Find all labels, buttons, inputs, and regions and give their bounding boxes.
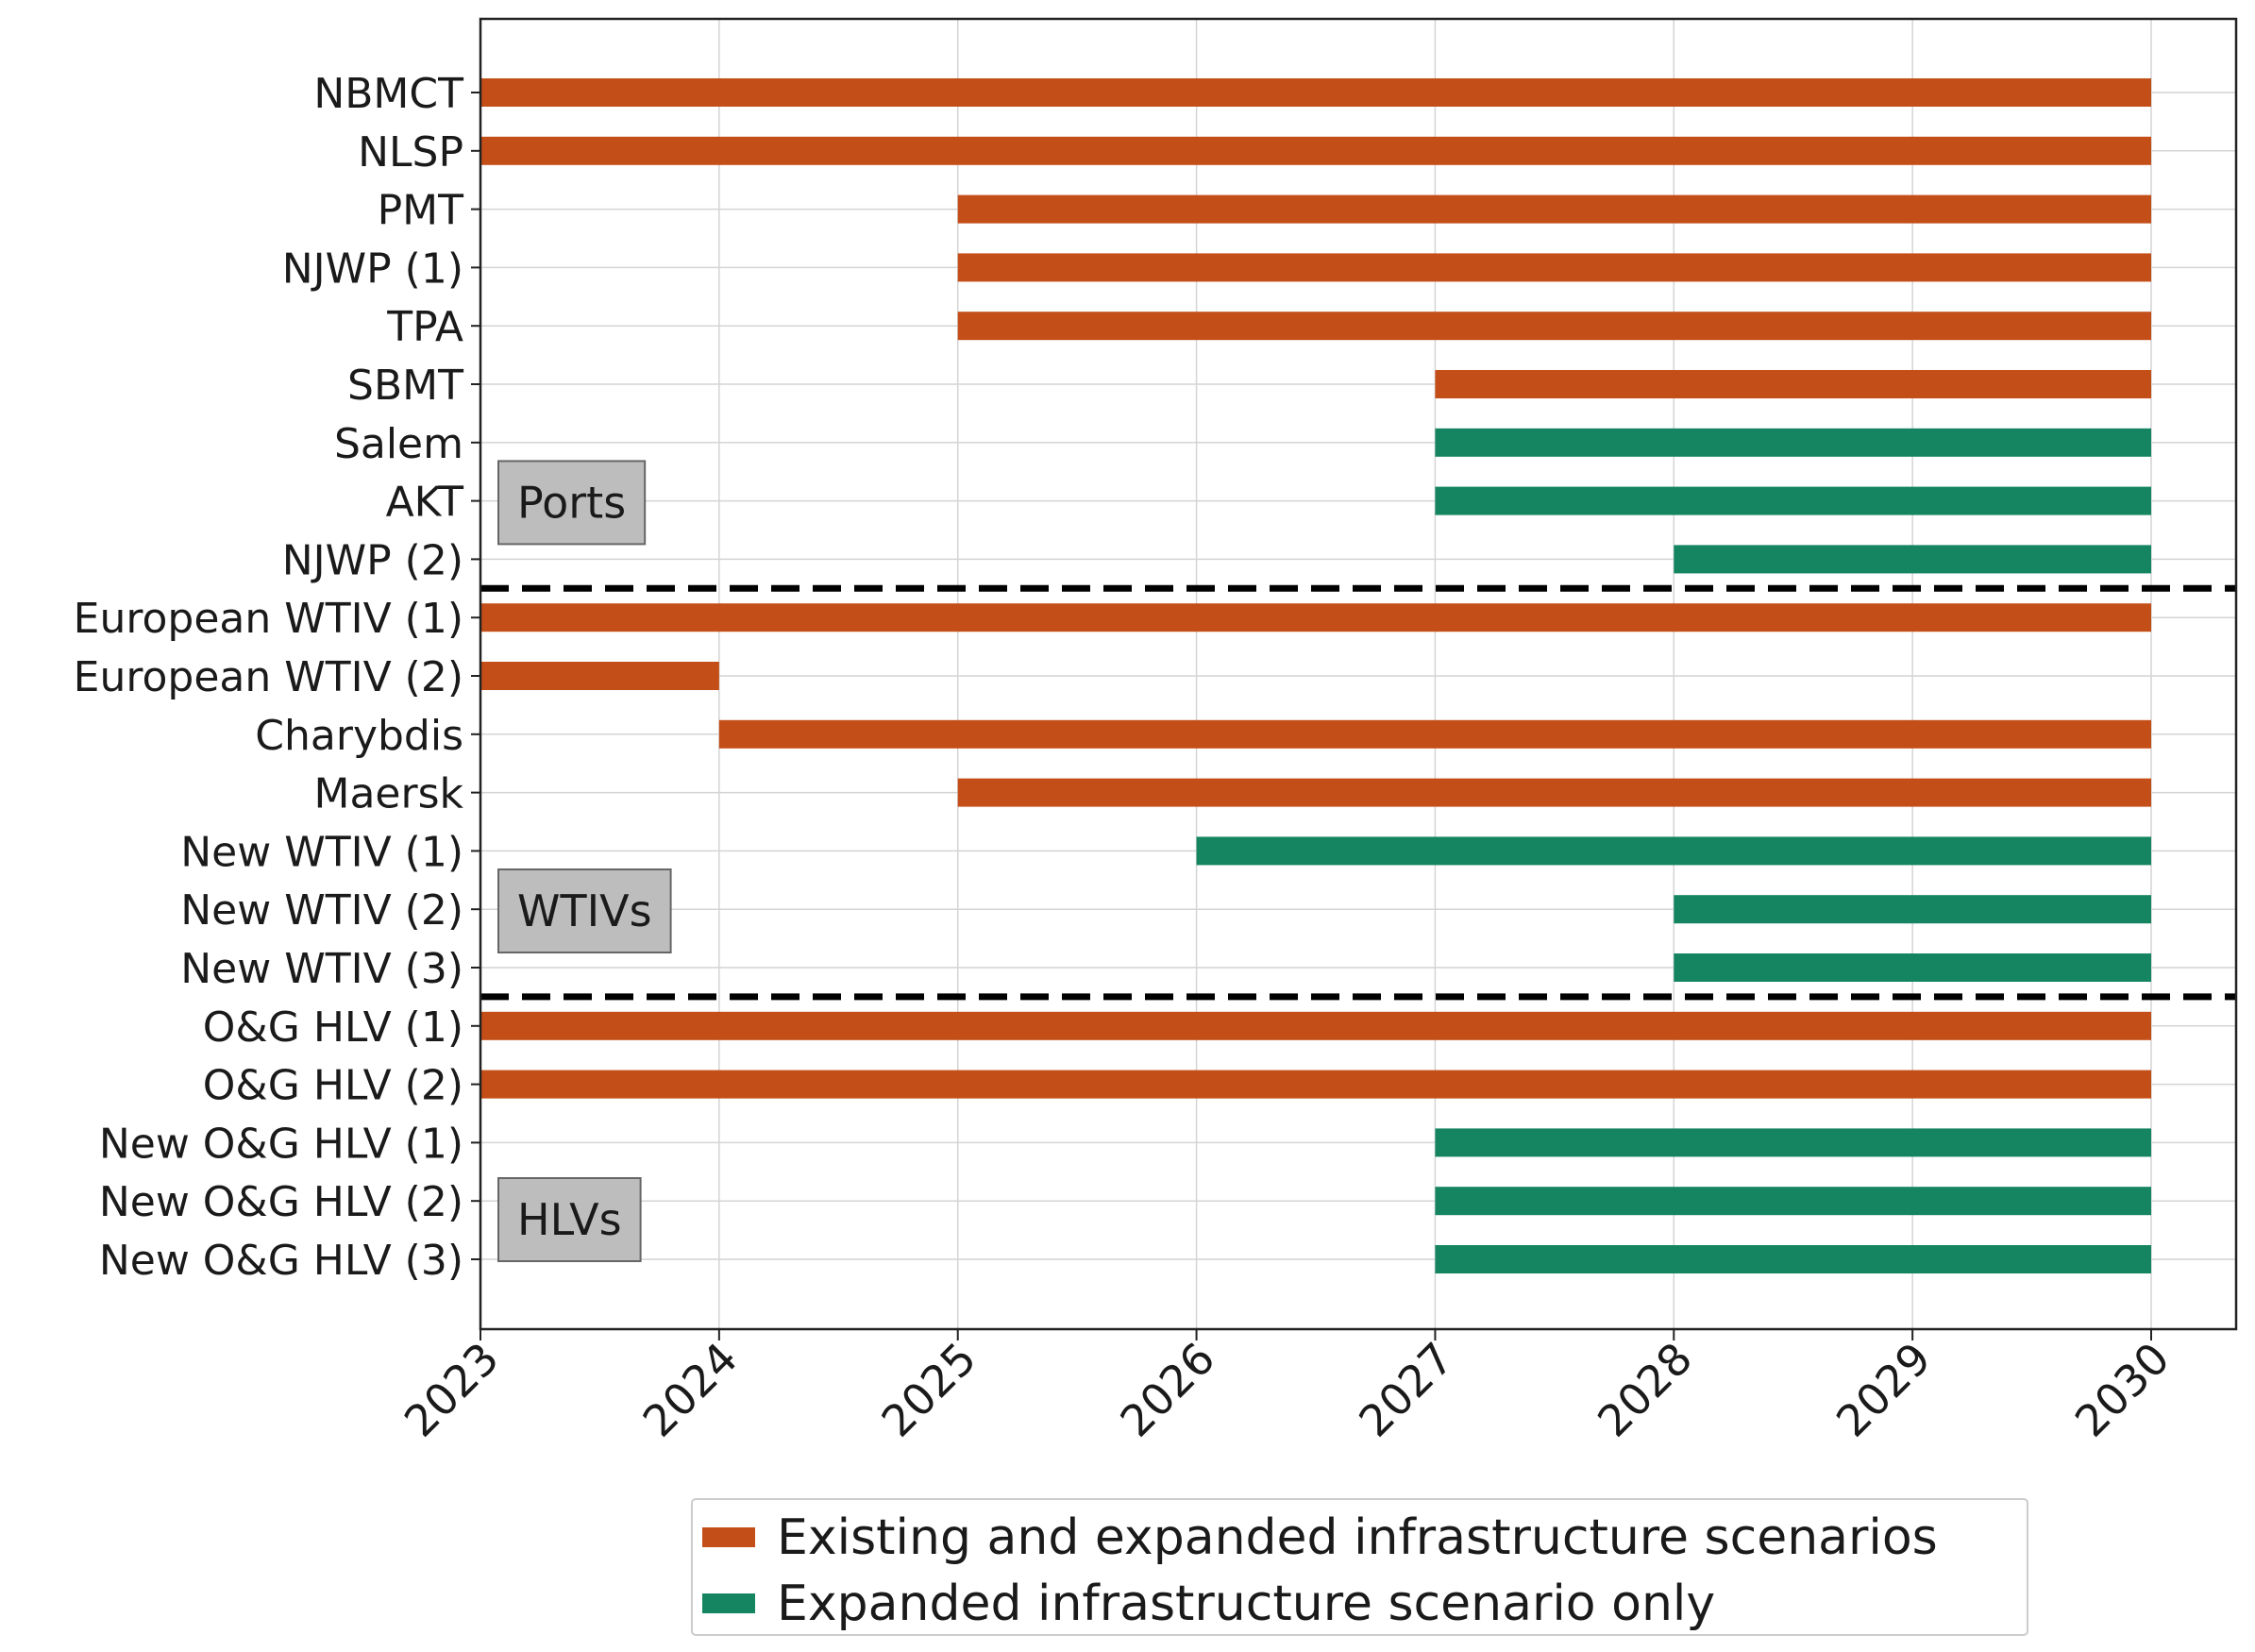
timeline-bar [480, 136, 2151, 165]
timeline-bar [1435, 1187, 2151, 1216]
timeline-bar [480, 603, 2151, 632]
y-tick-label: NLSP [358, 128, 463, 177]
y-tick-label: European WTIV (1) [74, 595, 463, 643]
group-labels: Ports WTIVs HLVs [497, 460, 672, 1262]
legend-box [691, 1498, 2028, 1636]
y-tick-label: New WTIV (3) [180, 945, 463, 993]
legend-swatch-expanded [702, 1593, 755, 1613]
x-tick-label: 2024 [633, 1333, 748, 1447]
timeline-bar [480, 662, 719, 690]
group-label-box [497, 1177, 642, 1262]
y-tick-label: New O&G HLV (2) [99, 1178, 463, 1226]
legend-label-expanded: Expanded infrastructure scenario only [777, 1576, 1715, 1632]
group-label-box [497, 868, 672, 953]
y-tick-label: NBMCT [313, 70, 463, 118]
y-tick-label: SBMT [347, 362, 463, 410]
timeline-bar [1674, 895, 2151, 924]
legend: Existing and expanded infrastructure sce… [691, 1498, 2028, 1636]
timeline-bar [957, 778, 2151, 807]
x-tick-label: 2028 [1588, 1333, 1702, 1447]
legend-label-existing: Existing and expanded infrastructure sce… [777, 1509, 1938, 1566]
timeline-bar [1435, 1128, 2151, 1157]
x-axis-tick-labels: 2023 2024 2025 2026 2027 2028 2029 2030 [395, 1329, 2179, 1447]
timeline-bar [480, 1070, 2151, 1099]
x-tick-label: 2025 [872, 1333, 986, 1447]
group-label: Ports [517, 477, 626, 528]
timeline-bar [480, 78, 2151, 107]
timeline-bar [1435, 370, 2151, 398]
plot-frame [479, 17, 2238, 1331]
y-tick-label: Salem [334, 420, 463, 468]
y-tick-label: New WTIV (1) [180, 828, 463, 876]
group-dividers [480, 584, 2236, 1001]
y-tick-label: O&G HLV (1) [203, 1003, 463, 1052]
y-tick-label: European WTIV (2) [74, 653, 463, 701]
x-tick-label: 2029 [1826, 1333, 1941, 1447]
legend-swatch-existing [702, 1527, 755, 1547]
y-axis-tick-labels: NBMCT NLSP PMT NJWP (1) TPA SBMT Salem AKT NJWP … [74, 70, 480, 1285]
group-label: HLVs [517, 1194, 622, 1245]
timeline-bar [1674, 953, 2151, 982]
timeline-bar [1435, 1245, 2151, 1273]
bars [480, 78, 2151, 1273]
x-tick-label: 2023 [395, 1333, 509, 1447]
timeline-bar [718, 719, 2151, 749]
y-tick-label: New WTIV (2) [180, 886, 463, 935]
group-label-box [497, 460, 647, 546]
timeline-bar [1674, 545, 2151, 574]
timeline-bar [1435, 486, 2151, 515]
y-tick-label: New O&G HLV (3) [99, 1237, 463, 1285]
timeline-bar [1435, 428, 2151, 457]
group-label: WTIVs [517, 885, 652, 936]
y-tick-label: New O&G HLV (1) [99, 1120, 463, 1168]
x-tick-label: 2027 [1349, 1333, 1463, 1447]
timeline-bar [1196, 836, 2151, 866]
y-tick-label: O&G HLV (2) [203, 1062, 463, 1110]
y-tick-label: PMT [378, 187, 463, 235]
y-tick-label: AKT [386, 479, 464, 527]
x-tick-label: 2026 [1110, 1333, 1224, 1447]
y-tick-label: NJWP (2) [282, 536, 463, 584]
y-tick-label: Charybdis [255, 712, 463, 760]
y-tick-label: TPA [386, 303, 463, 351]
timeline-bar [957, 194, 2151, 224]
timeline-bar [480, 1011, 2151, 1040]
x-tick-label: 2030 [2065, 1333, 2179, 1447]
y-tick-label: Maersk [314, 770, 464, 818]
timeline-bar [957, 253, 2151, 282]
y-tick-label: NJWP (1) [282, 244, 463, 293]
timeline-bar [957, 312, 2151, 341]
